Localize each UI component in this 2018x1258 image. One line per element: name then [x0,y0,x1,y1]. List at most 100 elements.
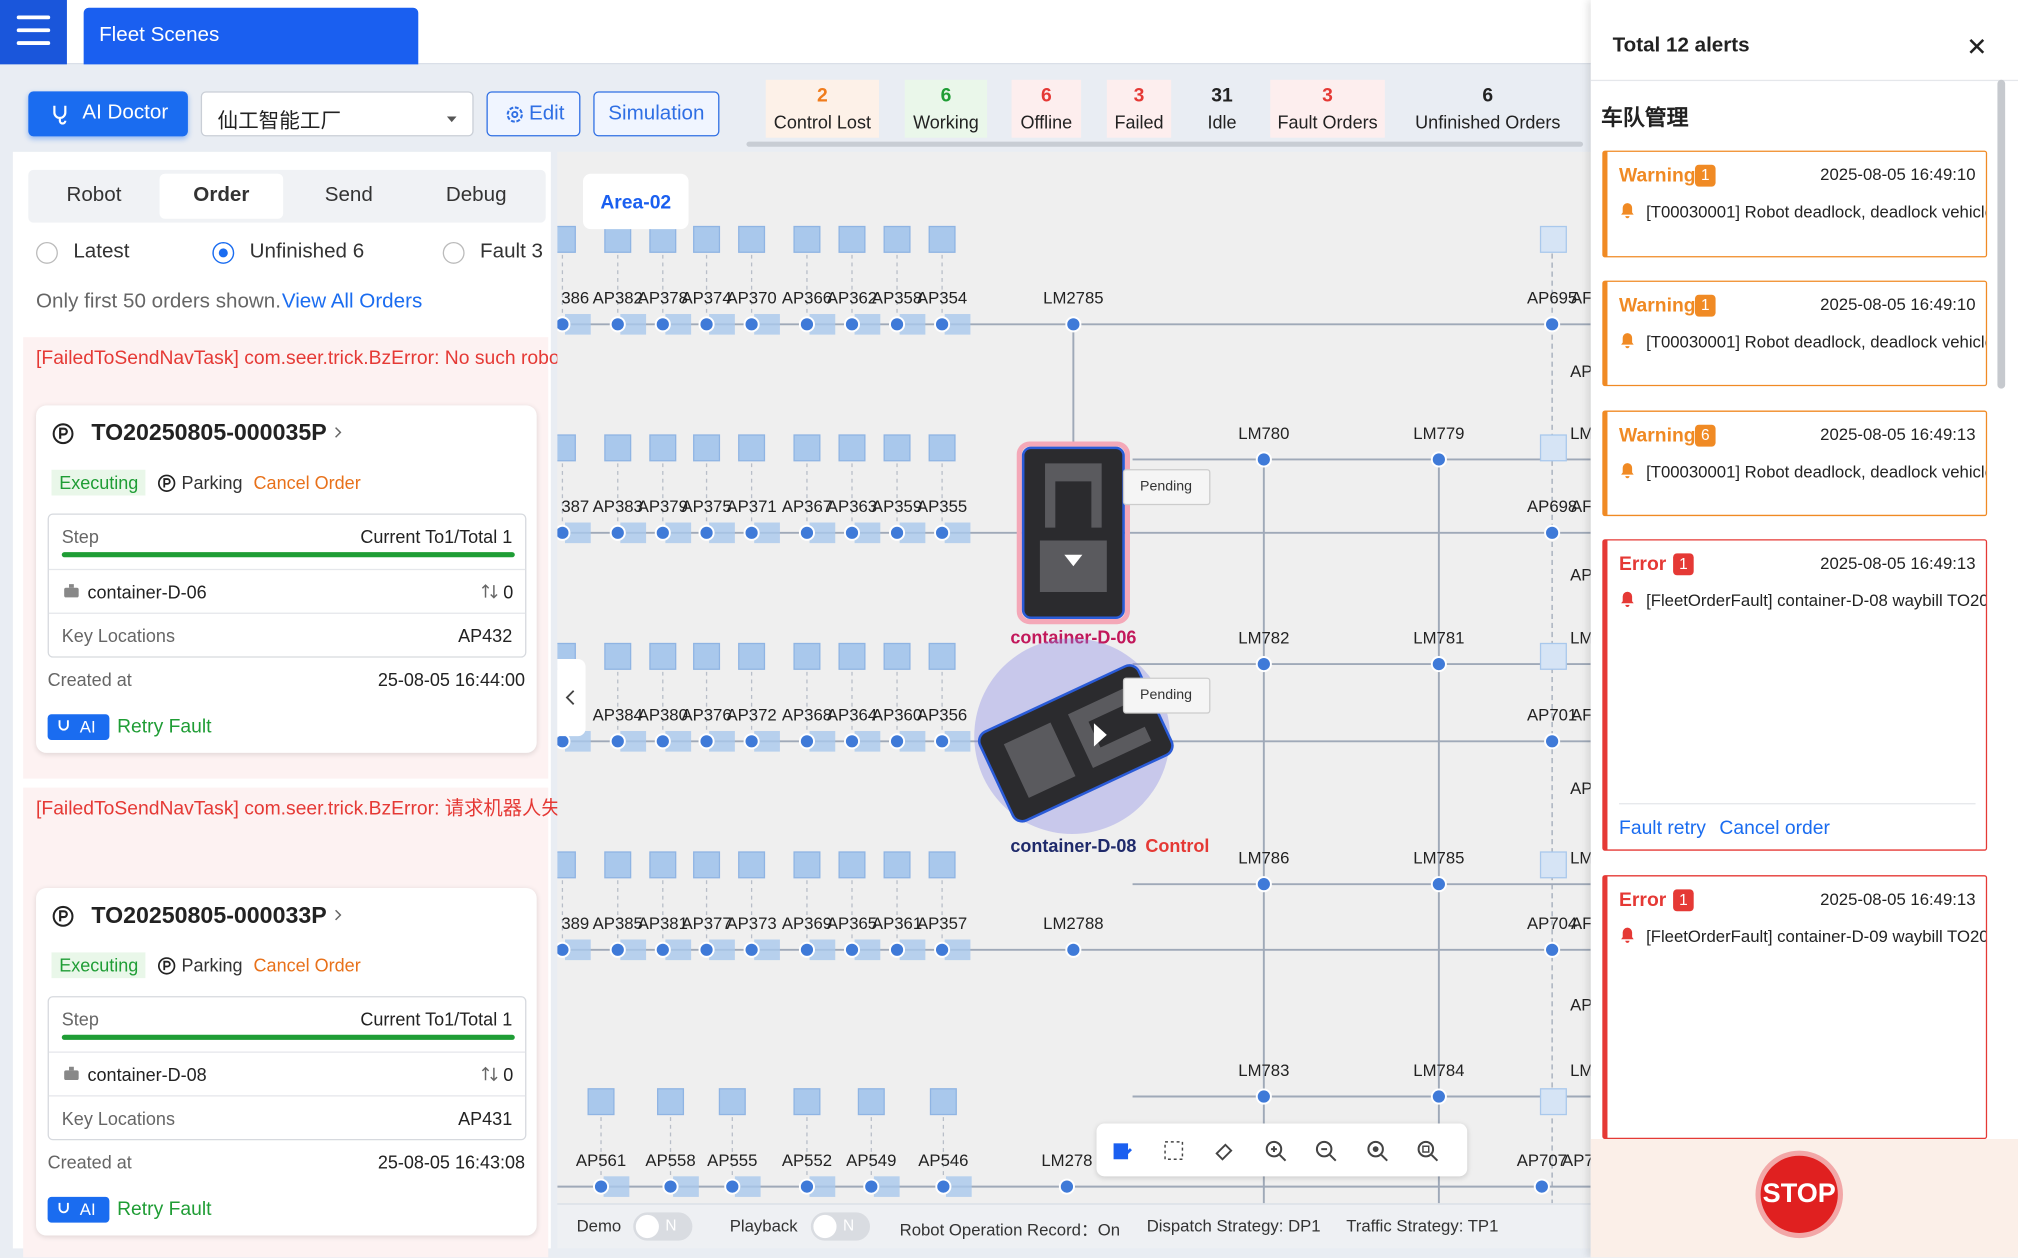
station [793,434,821,462]
progress-bar [61,552,515,558]
station-slot [809,522,836,544]
alert-message wrap: [T00030001] Robot deadlock, deadlock veh… [1646,462,1986,482]
divider [48,612,526,614]
station-slot [665,314,692,335]
alert-card: Error 1 2025-08-05 16:49:13 [FleetOrderFaul… [1602,539,1988,851]
view-all-link[interactable]: View All Orders [281,290,423,313]
node [843,316,861,333]
toggle[interactable]: N [810,1212,871,1241]
map-label: AP358 [872,289,922,308]
station [693,851,721,879]
alert-action[interactable]: Fault retry [1619,817,1706,840]
stat-box[interactable]: 3 Failed [1106,79,1172,138]
stat-box[interactable]: 6 Offline [1011,79,1082,138]
map-label: LM2785 [1043,289,1103,308]
node [557,941,571,958]
tab[interactable]: Debug [414,174,538,219]
icon-svg [1163,1141,1183,1160]
map-label: AP377 [681,914,731,933]
map-label: AP698 [1527,497,1577,516]
order-card: TO20250805-000033P Executing Parking Cancel… [36,888,537,1236]
tab[interactable]: Order [159,173,284,219]
key-label: Key Locations [61,1108,175,1129]
scene-tab[interactable]: Fleet Scenes [83,7,419,65]
station [1539,225,1567,253]
scene-select[interactable]: 仙工智能工厂 [200,91,474,137]
station [838,434,866,462]
alert-count: 1 [1694,164,1716,187]
node [934,524,951,541]
station [604,851,632,879]
ai-badge[interactable]: AI [47,1196,110,1223]
icon-svg [481,1066,498,1082]
map-label: AP552 [782,1151,832,1170]
record-status: Robot Operation Record：On [899,1220,1121,1240]
created-time: 25-08-05 16:43:08 [377,1151,526,1173]
stat-box[interactable]: 3 Fault Orders [1270,79,1385,138]
node [1255,451,1272,468]
tab[interactable]: Send [287,174,411,219]
node [1544,941,1561,958]
node [1255,1088,1272,1105]
alert-message wrap: [FleetOrderFault] container-D-09 waybill… [1646,926,1988,946]
collapse-button[interactable] [557,658,586,737]
stat-box[interactable]: 6 Working [904,79,988,138]
map-label: AP382 [593,289,643,308]
alerts-panel: Total 12 alerts 车队管理 Warning 1 2025-08-05 16… [1590,0,2018,1258]
node [1544,316,1561,333]
order-kind: Parking [181,472,243,493]
tab-bar: Robot Order Send Debug [28,169,546,223]
radio-circle [36,241,58,264]
station [604,642,632,670]
filter-radio[interactable]: Latest [36,241,203,267]
order-id[interactable]: TO20250805-000033P [91,902,327,928]
map-label: AP [1570,565,1591,584]
node [662,1178,679,1195]
toggle[interactable]: N [633,1212,693,1241]
map-tool [1416,1139,1439,1162]
alert-level: Error [1619,889,1667,912]
node [1255,876,1272,893]
stat-box[interactable]: 2 Control Lost [765,79,880,138]
filter-radio[interactable]: Unfinished 6 [212,241,379,267]
menu-button[interactable] [0,0,67,65]
node [888,524,906,541]
simulation-button[interactable]: Simulation [593,91,720,137]
map-label: AF [1571,914,1591,933]
ai-badge[interactable]: AI [47,714,110,741]
menu-line [16,15,51,20]
stat-box[interactable]: 6 Unfinished Orders [1412,80,1564,138]
alert-time: 2025-08-05 16:49:13 [1820,889,1976,909]
alert-action[interactable]: Cancel order [1719,817,1830,840]
node [935,1178,952,1195]
map-tool [1212,1139,1235,1162]
stop-button[interactable]: STOP [1755,1150,1843,1239]
icon [1619,462,1636,479]
order-id[interactable]: TO20250805-000035P [91,419,327,446]
demo-label: Demo [576,1216,622,1236]
cancel-order[interactable]: Cancel Order [253,472,361,493]
tab[interactable]: Robot [32,174,156,219]
filter-radio[interactable]: Fault 3 [442,241,610,267]
station [838,851,866,879]
retry-fault[interactable]: Retry Fault [117,715,212,738]
retry-fault[interactable]: Retry Fault [117,1198,212,1221]
stat-box[interactable]: 31 Idle [1196,80,1249,138]
map-label: AP380 [638,706,688,725]
station [793,225,821,253]
station-slot [665,939,692,961]
status-tag: Executing [51,952,147,979]
station [649,225,677,253]
map-tool [1365,1139,1388,1162]
icon [1619,332,1636,349]
cancel-order[interactable]: Cancel Order [253,954,361,976]
edit-button[interactable]: Edit [486,91,581,137]
map-label: LM780 [1238,424,1289,443]
node [1533,1178,1550,1195]
map-label: AP356 [917,706,967,725]
ai-doctor-button[interactable]: AI Doctor [28,91,188,137]
alert-card: Warning 1 2025-08-05 16:49:10 [T00030001] R… [1602,280,1988,387]
icon-svg [1113,1143,1132,1160]
station-slot [673,1176,699,1197]
scrollbar [1997,79,2006,389]
